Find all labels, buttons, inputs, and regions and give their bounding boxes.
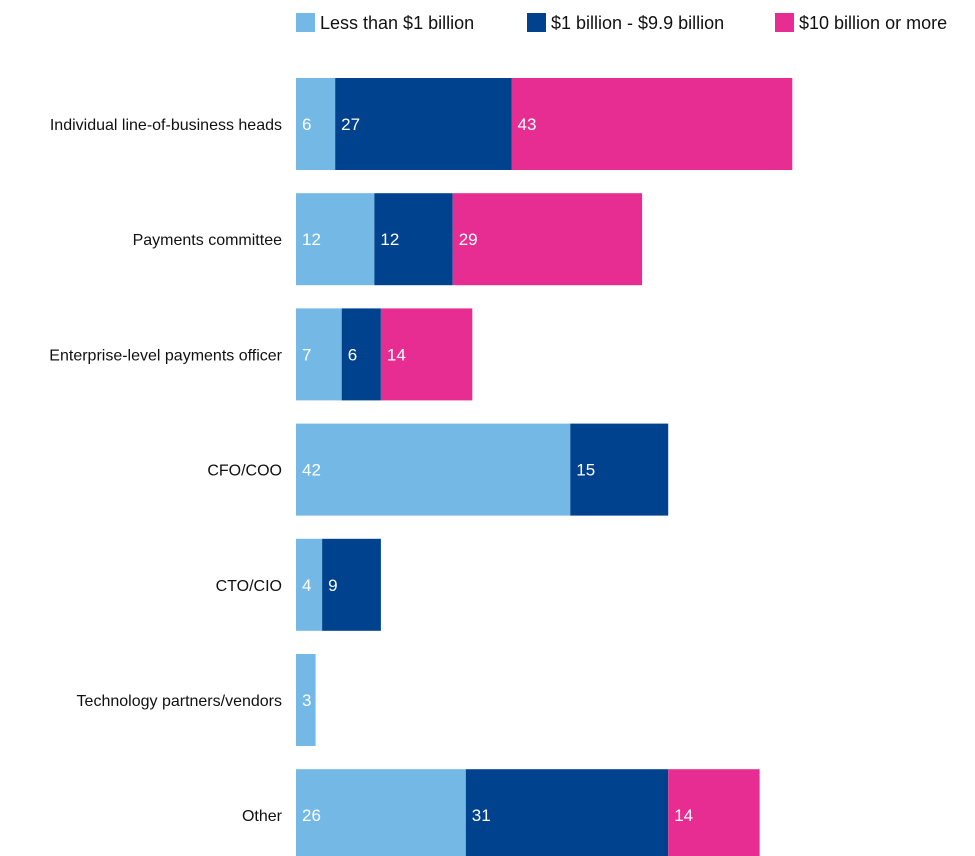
legend-item-2: $1 billion - $9.9 billion [527, 13, 724, 33]
legend-label: $10 billion or more [799, 13, 947, 33]
bar-segment-other-series-2 [465, 769, 669, 856]
bar-segment-enterprise-level-payments-officer-series-2 [341, 308, 381, 401]
bar-segment-cto-cio-series-2 [322, 538, 381, 631]
bar-segment-other-series-3 [668, 769, 760, 856]
bar-segment-cfo-coo-series-2 [570, 423, 669, 516]
category-labels: Individual line-of-business heads Payment… [49, 117, 282, 825]
bar-segment-enterprise-level-payments-officer-series-1 [296, 308, 342, 401]
data-label-other-series-3: 14 [674, 806, 693, 825]
data-label-cfo-coo-series-1: 42 [302, 461, 321, 480]
data-label-payments-committee-series-3: 29 [459, 230, 478, 249]
category-label-cfo-coo: CFO/COO [207, 463, 282, 480]
data-label-technology-partners-vendors-series-1: 3 [302, 691, 311, 710]
category-label-individual-line-of-business-heads: Individual line-of-business heads [50, 117, 282, 134]
legend-label: Less than $1 billion [320, 13, 474, 33]
data-label-payments-committee-series-1: 12 [302, 230, 321, 249]
bar-segment-payments-committee-series-2 [374, 193, 453, 286]
bar-segment-payments-committee-series-3 [452, 193, 643, 286]
data-label-enterprise-level-payments-officer-series-3: 14 [387, 345, 406, 364]
category-label-technology-partners-vendors: Technology partners/vendors [77, 693, 282, 710]
legend-swatch [527, 13, 546, 32]
bars: 6 27 43 12 12 29 7 6 14 42 15 4 9 3 26 31 14 [296, 78, 793, 856]
legend-swatch [296, 13, 315, 32]
data-label-individual-line-of-business-heads-series-3: 43 [517, 115, 536, 134]
data-label-enterprise-level-payments-officer-series-2: 6 [348, 345, 357, 364]
data-label-other-series-1: 26 [302, 806, 321, 825]
category-label-cto-cio: CTO/CIO [216, 578, 282, 595]
data-label-cto-cio-series-1: 4 [302, 576, 311, 595]
data-label-enterprise-level-payments-officer-series-1: 7 [302, 345, 311, 364]
data-label-other-series-2: 31 [472, 806, 491, 825]
data-label-payments-committee-series-2: 12 [380, 230, 399, 249]
bar-segment-payments-committee-series-1 [296, 193, 375, 286]
data-label-individual-line-of-business-heads-series-2: 27 [341, 115, 360, 134]
data-label-individual-line-of-business-heads-series-1: 6 [302, 115, 311, 134]
bar-segment-technology-partners-vendors-series-1 [296, 654, 316, 746]
legend-item-3: $10 billion or more [775, 13, 947, 33]
bar-segment-individual-line-of-business-heads-series-3 [511, 78, 793, 170]
bar-segment-individual-line-of-business-heads-series-1 [296, 78, 336, 170]
legend-swatch [775, 13, 794, 32]
legend-label: $1 billion - $9.9 billion [551, 13, 724, 33]
legend: Less than $1 billion $1 billion - $9.9 bi… [296, 13, 947, 33]
bar-segment-individual-line-of-business-heads-series-2 [335, 78, 512, 170]
bar-segment-other-series-1 [296, 769, 466, 856]
data-label-cto-cio-series-2: 9 [328, 576, 337, 595]
data-label-cfo-coo-series-2: 15 [576, 461, 595, 480]
bar-segment-cfo-coo-series-1 [296, 423, 571, 516]
category-label-other: Other [242, 808, 283, 825]
bar-segment-cto-cio-series-1 [296, 538, 323, 631]
category-label-enterprise-level-payments-officer: Enterprise-level payments officer [49, 347, 282, 364]
bar-segment-enterprise-level-payments-officer-series-3 [380, 308, 473, 401]
category-label-payments-committee: Payments committee [133, 232, 282, 249]
legend-item-1: Less than $1 billion [296, 13, 474, 33]
